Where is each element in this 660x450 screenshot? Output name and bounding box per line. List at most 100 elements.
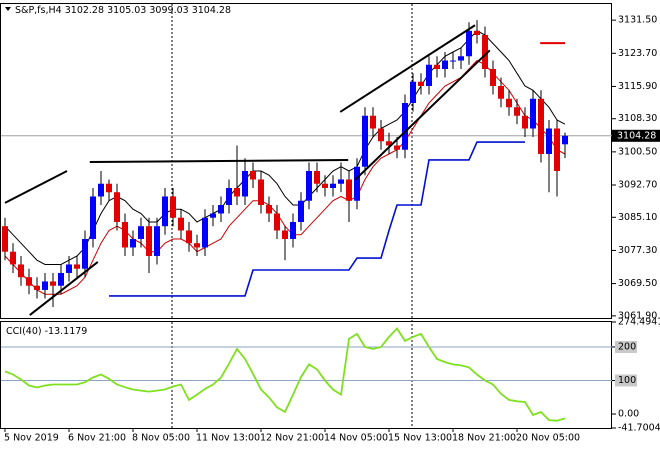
cci-name: CCI(40)	[6, 326, 42, 337]
low-value: 3099.03	[149, 5, 188, 16]
candle-body	[314, 170, 320, 184]
candle-body	[346, 179, 352, 201]
candle-body	[242, 170, 248, 197]
trendline	[89, 158, 349, 164]
candle-body	[194, 243, 200, 248]
candle-body	[434, 64, 440, 70]
candle-body	[58, 272, 64, 286]
y-tick-label: 0.00	[618, 409, 639, 420]
menu-arrow	[5, 7, 11, 11]
candle-body	[474, 30, 480, 36]
candle-body	[114, 192, 120, 222]
y-tick-label: 3115.90	[618, 81, 657, 92]
candle-body	[362, 115, 368, 167]
candle-body	[186, 230, 192, 244]
candle-body	[546, 128, 552, 154]
candle-body	[506, 98, 512, 108]
candle-body	[402, 103, 408, 150]
candle-body	[122, 221, 128, 248]
indicator-line	[109, 141, 525, 297]
candle-body	[490, 69, 496, 87]
header: S&P,fs,H4 3102.28 3105.03 3099.03 3104.2…	[15, 5, 231, 16]
high-value: 3105.03	[107, 5, 146, 16]
candle-body	[82, 238, 88, 269]
symbol: S&P,fs,H4	[15, 5, 62, 16]
candle-body	[34, 285, 40, 290]
candle-body	[562, 135, 568, 145]
candle-body	[514, 107, 520, 116]
candle-body	[250, 170, 256, 180]
candle-body	[42, 281, 48, 290]
y-tick-label: 3100.50	[618, 146, 657, 157]
candle-body	[450, 60, 456, 62]
candle-body	[290, 221, 296, 239]
y-tick-label: 3108.30	[618, 113, 657, 124]
candle-body	[466, 30, 472, 57]
y-tick-label: 3077.30	[618, 245, 657, 256]
trendline	[339, 24, 476, 113]
candle-body	[538, 98, 544, 154]
x-tick-label: 5 Nov 2019	[4, 433, 59, 444]
candle-body	[226, 187, 232, 205]
x-tick-label: 14 Nov 05:00	[324, 433, 388, 444]
candle-body	[258, 179, 264, 205]
candle-body	[298, 200, 304, 222]
candle-body	[10, 251, 16, 265]
y-tick-label: 3061.90	[618, 310, 657, 321]
candle-body	[2, 226, 8, 252]
candle-body	[154, 226, 160, 256]
y-tick-label: 200	[618, 341, 636, 352]
open-value: 3102.28	[65, 5, 104, 16]
y-tick-label: 3092.70	[618, 180, 657, 191]
candle-body	[394, 145, 400, 150]
y-tick-label: 3131.50	[618, 15, 657, 26]
cci-panel	[0, 321, 612, 429]
level-label-box	[615, 374, 637, 387]
candle-body	[26, 277, 32, 286]
candle-body	[210, 213, 216, 218]
candle-body	[442, 60, 448, 70]
candle-body	[330, 183, 336, 188]
trendline	[354, 49, 491, 181]
cci-line	[4, 327, 566, 422]
candle-body	[18, 264, 24, 278]
candle-body	[66, 264, 72, 273]
indicator-line	[4, 59, 566, 295]
cci-header: CCI(40) -13.1179	[6, 326, 87, 337]
trendline	[4, 170, 68, 204]
candle-body	[138, 226, 144, 239]
level-label-box	[615, 340, 637, 353]
candle-body	[266, 204, 272, 214]
x-tick-label: 6 Nov 21:00	[68, 433, 126, 444]
y-tick-label: 274.4941	[618, 317, 660, 328]
candle-body	[530, 98, 536, 129]
close-value: 3104.28	[192, 5, 231, 16]
candle-body	[482, 35, 488, 70]
candle-body	[170, 196, 176, 218]
y-tick-label: 3123.70	[618, 48, 657, 59]
candle-body	[202, 217, 208, 248]
y-tick-label: 3085.10	[618, 212, 657, 223]
candle-body	[50, 281, 56, 286]
candle-body	[106, 183, 112, 193]
y-tick-label: -41.7004	[618, 423, 660, 434]
y-tick-label: 3069.50	[618, 278, 657, 289]
x-tick-label: 11 Nov 13:00	[196, 433, 260, 444]
current-price-label: 3104.28	[617, 130, 656, 141]
candle-body	[178, 217, 184, 231]
candle-body	[74, 264, 80, 269]
candle-body	[162, 196, 168, 227]
candle-body	[426, 64, 432, 87]
current-price-box	[612, 129, 660, 142]
candle-body	[90, 196, 96, 239]
candle-body	[522, 115, 528, 129]
candle-body	[378, 128, 384, 142]
x-tick-label: 20 Nov 05:00	[516, 433, 580, 444]
candle-body	[370, 115, 376, 129]
candle-body	[130, 238, 136, 248]
candle-body	[146, 226, 152, 256]
candle-body	[218, 204, 224, 214]
trendline	[29, 261, 99, 316]
candle-body	[354, 166, 360, 201]
